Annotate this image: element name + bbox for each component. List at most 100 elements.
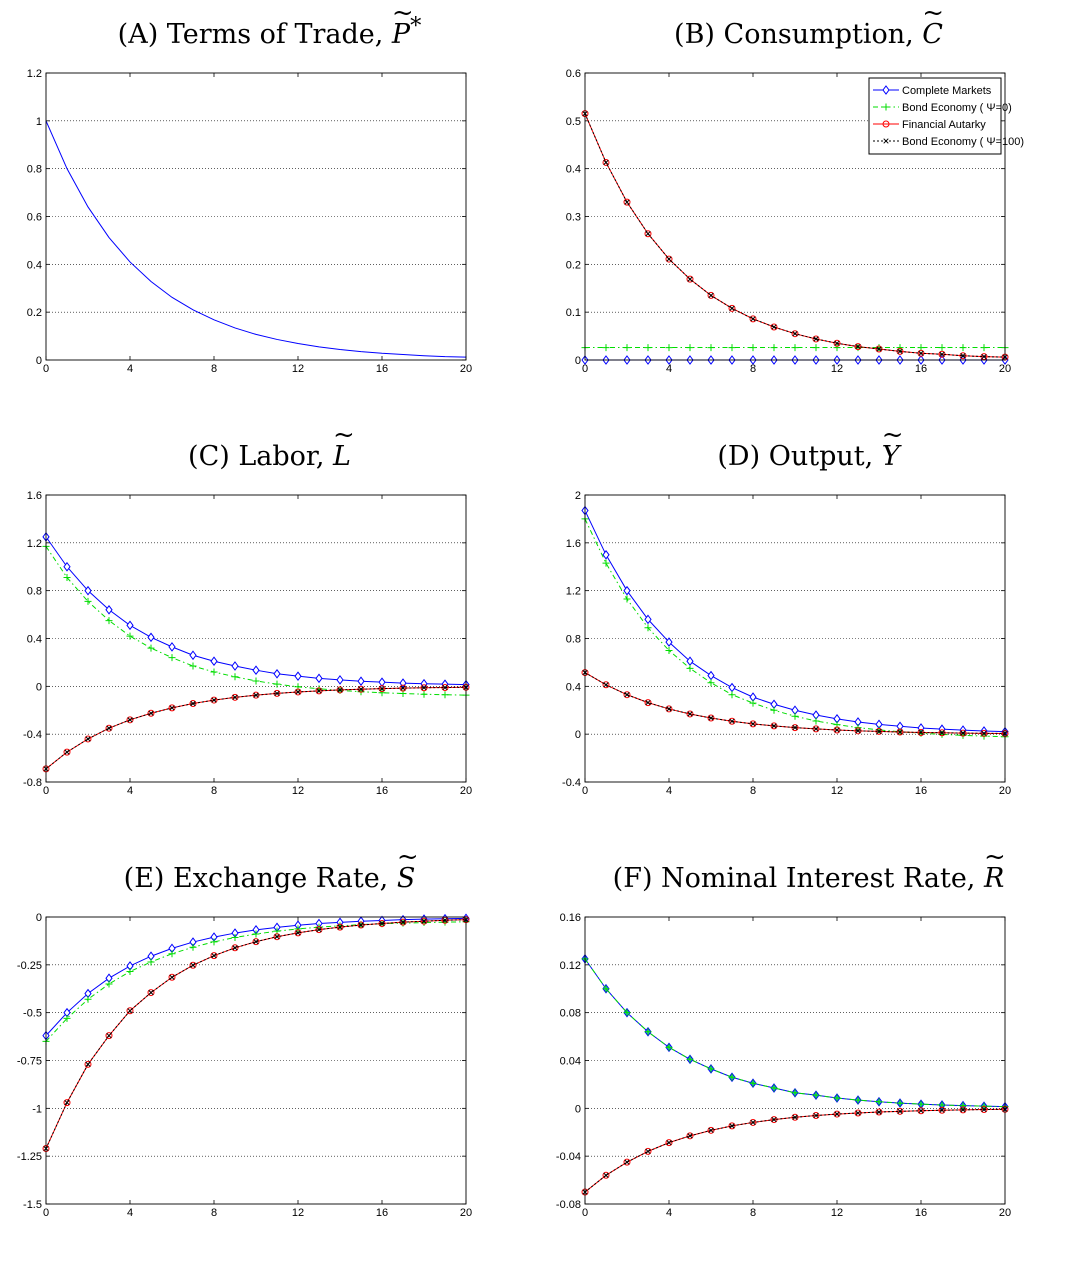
x-tick-label: 8 (211, 363, 217, 375)
circle-marker (644, 1147, 652, 1155)
plus-marker (84, 995, 92, 1003)
plus-marker (896, 1099, 904, 1107)
y-tick-label: -0.4 (23, 729, 42, 741)
diamond-marker (315, 673, 323, 684)
x-tick-label: 4 (666, 1207, 672, 1219)
x-tick-label: 20 (999, 363, 1011, 375)
plus-marker (623, 1009, 631, 1017)
diamond-marker (126, 620, 134, 631)
diamond-marker (623, 585, 631, 596)
x-tick-label: 20 (460, 363, 472, 375)
x-marker (771, 324, 777, 330)
plus-marker (707, 1065, 715, 1073)
x-tick-label: 20 (460, 1207, 472, 1219)
x-marker (421, 918, 427, 924)
circle-marker (63, 1099, 71, 1107)
x-tick-label: 20 (460, 785, 472, 797)
y-tick-label: 0.16 (560, 912, 581, 924)
x-tick-label: 20 (999, 1207, 1011, 1219)
x-marker (855, 728, 861, 734)
plus-marker (686, 344, 694, 352)
y-tick-label: 0 (575, 729, 581, 741)
series-bond100 (43, 684, 469, 772)
diamond-marker (84, 585, 92, 596)
y-tick-label: 1.6 (566, 538, 581, 550)
x-marker (876, 1109, 882, 1115)
plus-marker (189, 943, 197, 951)
plus-marker (63, 574, 71, 582)
x-tick-label: 0 (43, 363, 49, 375)
x-marker (855, 343, 861, 350)
y-tick-label: 1.2 (27, 68, 42, 80)
x-tick-label: 0 (582, 363, 588, 375)
plus-marker (273, 680, 281, 688)
plus-marker (231, 673, 239, 681)
series-complete (581, 954, 1009, 1112)
y-tick-label: -0.4 (562, 777, 581, 789)
title-text: (D) Output, (717, 441, 882, 472)
x-marker (253, 939, 259, 945)
y-tick-label: -0.8 (23, 777, 42, 789)
plus-marker (105, 617, 113, 625)
circle-marker (602, 1171, 610, 1179)
diamond-marker (357, 676, 365, 687)
x-tick-label: 16 (915, 785, 927, 797)
plus-marker (728, 1073, 736, 1081)
x-marker (358, 922, 364, 928)
x-tick-label: 0 (582, 785, 588, 797)
panel-a: (A) Terms of Trade, P* 0 0.2 0.4 0.6 0.8 1 1.2… (0, 0, 539, 422)
circle-marker (770, 323, 778, 331)
circle-marker (273, 933, 281, 941)
x-marker (106, 1032, 112, 1039)
circle-marker (231, 944, 239, 952)
series-line-complete (45, 120, 467, 358)
plus-marker (105, 980, 113, 988)
series-complete (45, 120, 467, 358)
plus-marker (189, 662, 197, 670)
x-tick-label: 8 (750, 1207, 756, 1219)
title-symbol: P (392, 0, 410, 55)
x-marker (813, 336, 819, 342)
plus-marker (420, 690, 428, 698)
x-marker (232, 945, 238, 951)
plot-c: -0.8 -0.4 0 0.4 0.8 1.2 1.6 0 4 8 12 16 20 (23, 490, 472, 797)
x-marker (939, 730, 945, 736)
circle-marker (728, 304, 736, 312)
circle-marker (791, 330, 799, 338)
plus-marker (441, 691, 449, 699)
circle-marker (147, 989, 155, 997)
x-marker (666, 1140, 672, 1146)
plus-marker (749, 699, 757, 707)
plot-f: -0.08 -0.04 0 0.04 0.08 0.12 0.16 0 4 8 12 16 20 (556, 912, 1011, 1219)
x-tick-label: 8 (211, 1207, 217, 1219)
plot-b: 0 0.1 0.2 0.3 0.4 0.5 0.6 0 4 8 12 16 20 Complete Mar… (566, 68, 1024, 375)
circle-marker (707, 291, 715, 299)
plus-marker (252, 930, 260, 938)
x-marker (624, 1159, 630, 1165)
x-marker (918, 1108, 924, 1114)
diamond-marker (168, 642, 176, 652)
y-tick-label: 0 (36, 355, 42, 367)
plus-marker (980, 344, 988, 352)
plus-marker (812, 717, 820, 725)
title-symbol: S (397, 837, 416, 899)
circle-marker (168, 973, 176, 981)
plus-marker (791, 344, 799, 352)
circle-marker (644, 699, 652, 707)
y-tick-label: -1 (32, 1103, 42, 1115)
diamond-marker (882, 85, 890, 95)
x-marker (316, 926, 322, 933)
title-symbol: Y (882, 415, 900, 477)
panel-d: (D) Output, Y -0.400.40.81.21.6204812162… (539, 415, 1078, 844)
title-symbol: C (922, 0, 943, 55)
x-marker (127, 1008, 133, 1014)
y-tick-label: 0.5 (566, 116, 581, 128)
circle-marker (882, 120, 890, 128)
y-tick-label: -0.5 (23, 1008, 42, 1020)
y-tick-label: 0.1 (566, 307, 581, 319)
circle-marker (623, 1158, 631, 1166)
series-complete (581, 505, 1009, 737)
plus-marker (294, 925, 302, 933)
x-marker (750, 721, 756, 727)
plus-marker (686, 1055, 694, 1063)
